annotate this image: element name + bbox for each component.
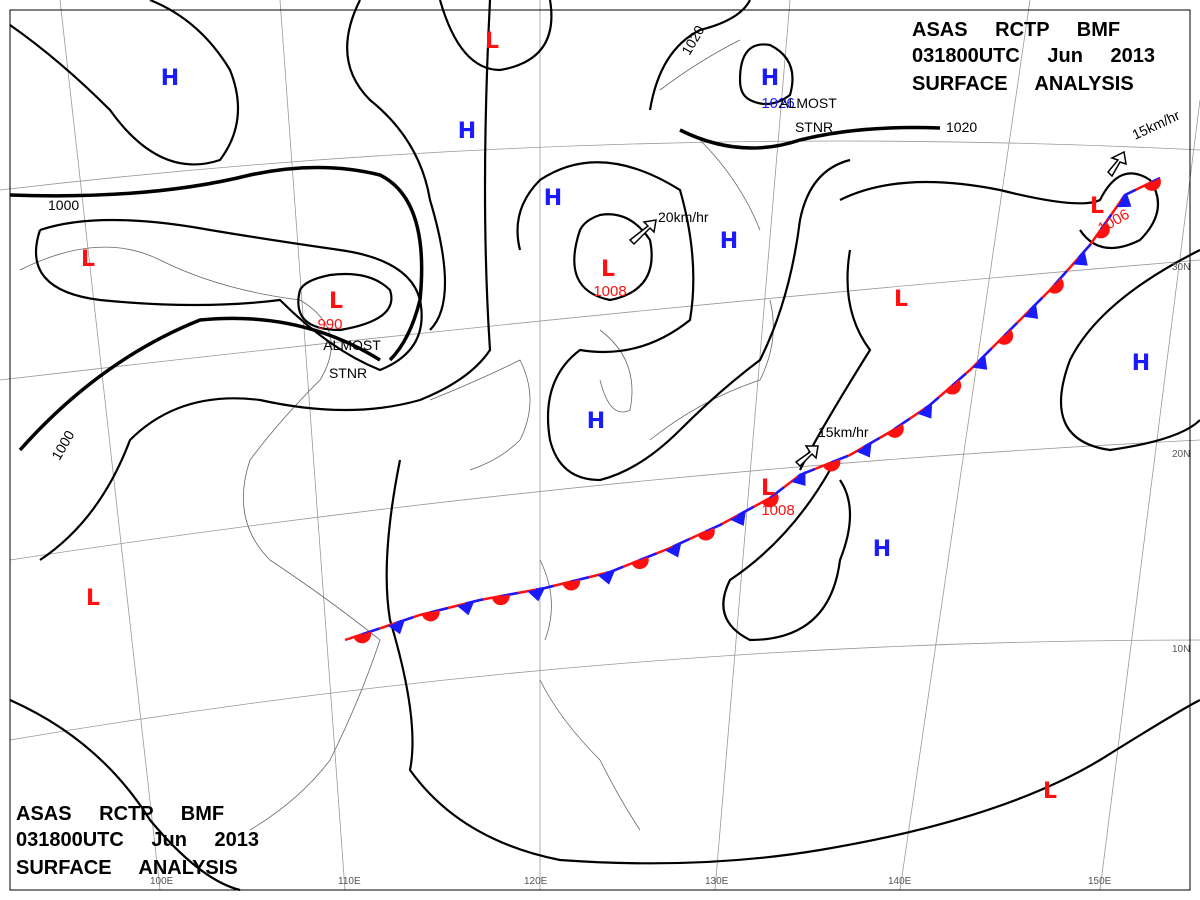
cold-symbol: [791, 470, 806, 486]
stationary-label: ALMOST: [779, 95, 837, 111]
cold-symbol: [1023, 303, 1039, 319]
high-center: H: [544, 186, 562, 211]
motion-label: 15km/hr: [818, 424, 869, 440]
header-line: ASAS RCTP BMF: [16, 803, 224, 825]
low-center: L: [1043, 779, 1057, 804]
pressure-centers: H L H H H 1026 H L 1008 L 990 L L H H L …: [81, 29, 1150, 804]
longitude-label: 120E: [524, 876, 548, 887]
header-line: SURFACE ANALYSIS: [912, 73, 1134, 95]
latitude-label: 20N: [1172, 449, 1190, 460]
longitude-label: 110E: [338, 876, 361, 887]
cold-symbol: [856, 442, 872, 458]
warm-symbol: [1048, 277, 1064, 294]
longitude-label: 140E: [888, 876, 912, 887]
motion-label: 20km/hr: [658, 209, 709, 225]
cold-symbol: [664, 542, 682, 558]
axis-labels: 30N 20N 10N 100E 110E 120E 130E 140E 150…: [150, 262, 1190, 887]
warm-symbol: [491, 594, 510, 606]
warm-symbol: [1143, 177, 1161, 191]
warm-symbol: [945, 379, 962, 395]
cold-symbol: [972, 354, 988, 370]
warm-symbol: [562, 579, 581, 591]
isobars: [9, 0, 1200, 892]
frame: [9, 9, 1191, 891]
warm-symbol: [997, 329, 1014, 345]
high-center: H: [761, 66, 779, 91]
high-center: H: [458, 119, 476, 144]
motion-arrows: [628, 150, 1127, 468]
center-pressure: 1008: [761, 502, 794, 519]
low-center: L: [894, 287, 908, 312]
header-line: 031800UTC Jun 2013: [912, 45, 1155, 67]
warm-symbol: [761, 493, 779, 508]
warm-symbol: [697, 527, 715, 541]
warm-symbol: [1095, 222, 1110, 239]
center-pressure: 1008: [593, 283, 626, 300]
stationary-front: [344, 176, 1161, 644]
latitude-label: 30N: [1172, 262, 1190, 273]
low-center: L: [1090, 194, 1104, 219]
warm-symbol: [823, 459, 841, 472]
low-center: L: [761, 476, 775, 501]
header-top: ASAS RCTP BMF 031800UTC Jun 2013 SURFACE…: [912, 19, 1155, 95]
cold-symbol: [456, 601, 475, 616]
stationary-label: STNR: [795, 119, 833, 135]
cold-symbol: [1116, 192, 1132, 208]
warm-symbol: [887, 423, 904, 438]
longitude-label: 100E: [150, 876, 174, 887]
cold-symbol: [527, 588, 545, 602]
longitude-label: 130E: [705, 876, 729, 887]
center-pressure: 1026: [761, 95, 794, 112]
isobar-label: 1000: [48, 197, 79, 213]
high-center: H: [873, 537, 891, 562]
low-center: L: [81, 247, 95, 272]
low-center: L: [86, 586, 100, 611]
cold-symbol: [597, 570, 615, 585]
warm-symbol: [421, 610, 440, 622]
header-line: SURFACE ANALYSIS: [16, 857, 238, 879]
high-center: H: [587, 409, 605, 434]
header-bottom: ASAS RCTP BMF 031800UTC Jun 2013 SURFACE…: [16, 803, 259, 879]
cold-symbol: [917, 403, 933, 419]
cold-symbol: [387, 620, 405, 635]
low-center: L: [485, 29, 499, 54]
header-line: 031800UTC Jun 2013: [16, 829, 259, 851]
stationary-label: ALMOST: [323, 337, 381, 353]
low-center: L: [601, 257, 615, 282]
longitude-label: 150E: [1088, 876, 1112, 887]
isobar-label: 1020: [946, 119, 977, 135]
header-line: ASAS RCTP BMF: [912, 19, 1120, 41]
cold-symbol: [730, 511, 746, 526]
warm-symbol: [353, 631, 372, 644]
high-center: H: [161, 66, 179, 91]
stationary-label: STNR: [329, 365, 367, 381]
low-center: L: [329, 289, 343, 314]
center-pressure: 990: [317, 316, 342, 333]
high-center: H: [1132, 351, 1150, 376]
front-line-cold: [344, 176, 1161, 642]
high-center: H: [720, 229, 738, 254]
coastlines: [19, 39, 774, 831]
warm-symbol: [631, 556, 649, 570]
latitude-label: 10N: [1172, 644, 1190, 655]
cold-symbol: [1072, 250, 1088, 266]
